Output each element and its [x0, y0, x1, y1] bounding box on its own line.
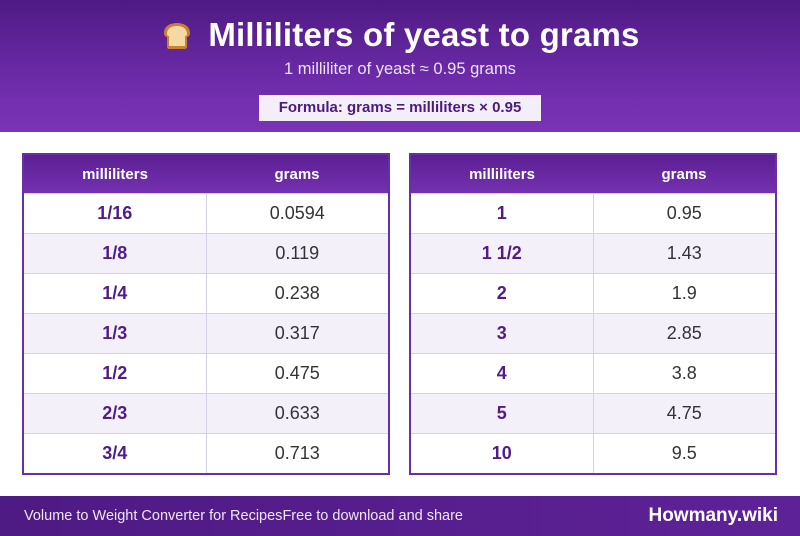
bread-icon: [164, 23, 191, 49]
header-banner: Milliliters of yeast to grams 1 millilit…: [0, 0, 800, 132]
milliliters-cell: 3/4: [24, 434, 207, 473]
table-row: 1/3 0.317: [24, 313, 388, 353]
milliliters-cell: 1/16: [24, 194, 207, 233]
table-row: 1/8 0.119: [24, 233, 388, 273]
table-row: 1 0.95: [411, 193, 775, 233]
grams-cell: 9.5: [671, 443, 697, 463]
table-row: 4 3.8: [411, 353, 775, 393]
table-row: 3/4 0.713: [24, 433, 388, 473]
milliliters-cell: 2/3: [24, 394, 207, 433]
milliliters-cell: 1/4: [24, 274, 207, 313]
table-row: 5 4.75: [411, 393, 775, 433]
conversion-table-right: milliliters grams 1 0.95 1 1/2 1.43 2 1.…: [409, 153, 777, 475]
milliliters-cell: 1/8: [24, 234, 207, 273]
grams-cell: 0.633: [274, 403, 320, 423]
footer-share-text: Free to download and share: [282, 508, 464, 524]
grams-cell: 0.95: [666, 203, 702, 223]
column-header-milliliters: milliliters: [469, 165, 535, 183]
table-row: 2 1.9: [411, 273, 775, 313]
column-header-grams: grams: [274, 165, 320, 183]
footer-bar: Volume to Weight Converter for RecipesFr…: [0, 496, 800, 536]
grams-cell: 2.85: [666, 323, 702, 343]
column-header-milliliters: milliliters: [82, 165, 148, 183]
grams-cell: 0.475: [274, 363, 320, 383]
grams-cell: 1.43: [666, 243, 702, 263]
conversion-table-left: milliliters grams 1/16 0.0594 1/8 0.119 …: [22, 153, 390, 475]
formula-badge: Formula: grams = milliliters × 0.95: [259, 95, 541, 121]
footer-converter-text: Volume to Weight Converter for Recipes: [24, 508, 283, 524]
grams-cell: 4.75: [666, 403, 702, 423]
milliliters-cell: 1/2: [24, 354, 207, 393]
grams-cell: 0.119: [275, 243, 320, 263]
table-header: milliliters grams: [24, 155, 388, 193]
page-title: Milliliters of yeast to grams: [208, 16, 640, 53]
grams-cell: 0.238: [274, 283, 320, 303]
milliliters-cell: 1 1/2: [411, 234, 594, 273]
milliliters-cell: 5: [411, 394, 594, 433]
milliliters-cell: 4: [411, 354, 594, 393]
milliliters-cell: 1/3: [24, 314, 207, 353]
grams-cell: 0.713: [274, 443, 320, 463]
milliliters-cell: 1: [411, 194, 594, 233]
table-row: 1/2 0.475: [24, 353, 388, 393]
table-row: 2/3 0.633: [24, 393, 388, 433]
table-row: 1 1/2 1.43: [411, 233, 775, 273]
grams-cell: 1.9: [671, 283, 697, 303]
page-subtitle: 1 milliliter of yeast ≈ 0.95 grams: [284, 60, 516, 78]
grams-cell: 3.8: [671, 363, 697, 383]
column-header-grams: grams: [661, 165, 707, 183]
title-row: Milliliters of yeast to grams: [0, 14, 800, 56]
milliliters-cell: 10: [411, 434, 594, 473]
grams-cell: 0.317: [274, 323, 320, 343]
table-row: 3 2.85: [411, 313, 775, 353]
table-row: 10 9.5: [411, 433, 775, 473]
grams-cell: 0.0594: [269, 203, 325, 223]
footer-tagline: Volume to Weight Converter for RecipesFr…: [24, 496, 463, 536]
table-header: milliliters grams: [411, 155, 775, 193]
table-row: 1/4 0.238: [24, 273, 388, 313]
milliliters-cell: 2: [411, 274, 594, 313]
table-row: 1/16 0.0594: [24, 193, 388, 233]
brand-logo-text[interactable]: Howmany.wiki: [648, 505, 778, 526]
milliliters-cell: 3: [411, 314, 594, 353]
